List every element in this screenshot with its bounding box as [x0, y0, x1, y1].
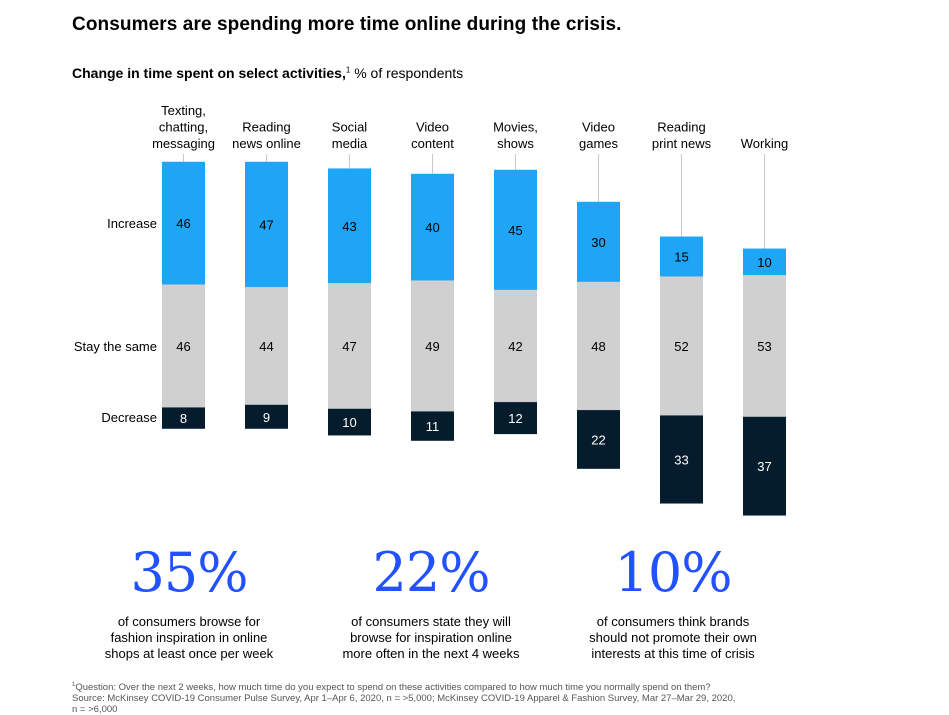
- data-label-stay-the-same: 53: [757, 339, 771, 354]
- data-label-decrease: 33: [674, 452, 688, 467]
- chart-subtitle: Change in time spent on select activitie…: [72, 65, 463, 81]
- stat-description-3: of consumers think brands should not pro…: [553, 614, 793, 662]
- data-label-decrease: 11: [426, 419, 440, 434]
- data-label-stay-the-same: 52: [674, 339, 688, 354]
- category-label: Video: [582, 120, 615, 135]
- bar-stay-the-same: [328, 283, 371, 409]
- data-label-stay-the-same: 46: [176, 339, 190, 354]
- stat-description-1: of consumers browse for fashion inspirat…: [69, 614, 309, 662]
- subtitle-rest: % of respondents: [350, 65, 464, 81]
- bar-increase: [411, 173, 454, 281]
- category-label: news online: [232, 136, 301, 151]
- category-label: media: [332, 136, 368, 151]
- category-label: shows: [497, 136, 534, 151]
- stat-line: fashion inspiration in online: [110, 630, 268, 645]
- stat-line: should not promote their own: [589, 630, 757, 645]
- data-label-stay-the-same: 47: [342, 339, 356, 354]
- category-label: Social: [332, 120, 368, 135]
- data-label-increase: 30: [591, 235, 605, 250]
- subtitle-note-marker: 1: [345, 65, 351, 75]
- data-label-decrease: 10: [342, 415, 356, 430]
- bar-stay-the-same: [743, 275, 786, 417]
- category-label: Reading: [657, 120, 705, 135]
- row-label-increase: Increase: [107, 216, 157, 231]
- bar-increase: [162, 161, 205, 285]
- stat-line: of consumers browse for: [117, 614, 261, 629]
- data-label-decrease: 37: [757, 459, 771, 474]
- stat-line: of consumers state they will: [351, 614, 511, 629]
- data-label-decrease: 22: [591, 432, 605, 447]
- category-label: Reading: [242, 120, 290, 135]
- bar-increase: [660, 236, 703, 277]
- data-label-increase: 40: [425, 220, 439, 235]
- stat-line: of consumers think brands: [596, 614, 750, 629]
- bar-decrease: [411, 411, 454, 441]
- bar-decrease: [162, 407, 205, 429]
- footnote: 1Question: Over the next 2 weeks, how mu…: [72, 682, 792, 715]
- data-label-decrease: 9: [263, 410, 270, 425]
- data-label-decrease: 8: [180, 411, 187, 426]
- category-label: Texting,: [161, 103, 206, 118]
- footnote-line-1: Question: Over the next 2 weeks, how muc…: [75, 682, 711, 693]
- category-label: content: [411, 136, 454, 151]
- bar-increase: [743, 248, 786, 276]
- stat-line: browse for inspiration online: [350, 630, 512, 645]
- subtitle-bold: Change in time spent on select activitie…: [72, 65, 346, 81]
- stacked-bar-chart: Increase Stay the same Decrease Texting, cha…: [74, 103, 788, 516]
- data-label-increase: 47: [259, 218, 273, 233]
- bar-decrease: [494, 402, 537, 435]
- stat-value-2: 22%: [372, 541, 490, 604]
- row-label-stay: Stay the same: [74, 339, 157, 354]
- bar-increase: [577, 201, 620, 282]
- data-label-increase: 45: [508, 223, 522, 238]
- bar-stay-the-same: [660, 276, 703, 416]
- stats-row: 35% of consumers browse for fashion insp…: [0, 540, 949, 665]
- bar-stay-the-same: [411, 280, 454, 412]
- data-label-stay-the-same: 44: [259, 339, 273, 354]
- footnote-line-3: n = >6,000: [72, 704, 118, 715]
- data-label-increase: 15: [674, 250, 688, 265]
- bar-decrease: [743, 416, 786, 516]
- category-label: games: [579, 136, 619, 151]
- footnote-marker: 1: [72, 681, 76, 688]
- footnote-line-2: Source: McKinsey COVID-19 Consumer Pulse…: [72, 693, 736, 704]
- footnote-question: 1Question: Over the next 2 weeks, how mu…: [72, 682, 792, 693]
- stat-line: interests at this time of crisis: [591, 646, 755, 661]
- category-label: chatting,: [159, 120, 208, 135]
- data-label-stay-the-same: 42: [508, 339, 522, 354]
- chart-title: Consumers are spending more time online …: [72, 14, 622, 35]
- stat-block-1: 35% of consumers browse for fashion insp…: [69, 540, 309, 662]
- bar-stay-the-same: [245, 287, 288, 405]
- bar-decrease: [245, 404, 288, 429]
- data-label-stay-the-same: 48: [591, 339, 605, 354]
- stat-line: shops at least once per week: [104, 646, 274, 661]
- row-label-decrease: Decrease: [101, 410, 157, 425]
- bar-stay-the-same: [577, 281, 620, 411]
- stat-description-2: of consumers state they will browse for …: [311, 614, 551, 662]
- stat-block-2: 22% of consumers state they will browse …: [311, 540, 551, 662]
- bar-decrease: [328, 408, 371, 436]
- data-label-stay-the-same: 49: [425, 339, 439, 354]
- category-label: Video: [416, 120, 449, 135]
- bar-increase: [494, 169, 537, 290]
- stat-value-3: 10%: [614, 541, 732, 604]
- category-label: Working: [741, 136, 788, 151]
- category-label: print news: [652, 136, 712, 151]
- data-label-increase: 10: [757, 255, 771, 270]
- data-label-increase: 46: [176, 216, 190, 231]
- bar-stay-the-same: [162, 284, 205, 408]
- bar-increase: [245, 161, 288, 288]
- bar-decrease: [660, 415, 703, 504]
- bar-increase: [328, 168, 371, 284]
- data-label-increase: 43: [342, 219, 356, 234]
- stat-value-1: 35%: [130, 541, 248, 604]
- category-label: messaging: [152, 136, 215, 151]
- stat-line: more often in the next 4 weeks: [342, 646, 520, 661]
- stat-block-3: 10% of consumers think brands should not…: [553, 540, 793, 662]
- bar-stay-the-same: [494, 289, 537, 403]
- bar-decrease: [577, 410, 620, 469]
- data-label-decrease: 12: [508, 411, 522, 426]
- category-label: Movies,: [493, 120, 538, 135]
